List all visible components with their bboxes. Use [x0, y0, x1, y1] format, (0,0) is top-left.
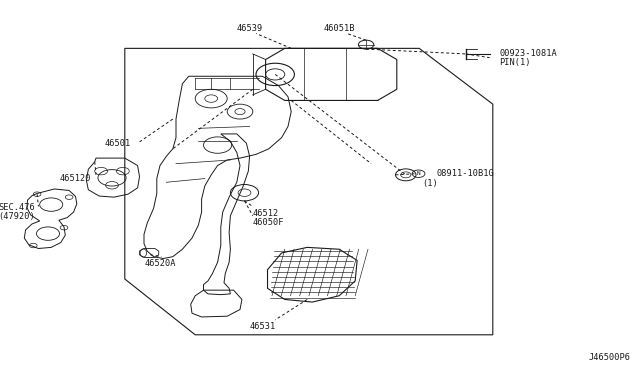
Text: 08911-10B1G: 08911-10B1G [436, 169, 494, 178]
Text: 00923-1081A: 00923-1081A [499, 49, 557, 58]
Text: 46531: 46531 [249, 322, 276, 331]
Text: 46539: 46539 [236, 25, 263, 33]
Text: (1): (1) [422, 179, 438, 187]
Text: 46520A: 46520A [144, 259, 176, 267]
Text: 46050F: 46050F [253, 218, 284, 227]
Text: 465120: 465120 [60, 174, 92, 183]
Text: SEC.476: SEC.476 [0, 203, 35, 212]
Text: 46051B: 46051B [323, 25, 355, 33]
Text: PIN(1): PIN(1) [499, 58, 531, 67]
Text: (47920): (47920) [0, 212, 35, 221]
Text: 46512: 46512 [253, 209, 279, 218]
Text: 46501: 46501 [105, 139, 131, 148]
Text: N: N [417, 171, 420, 176]
Text: J46500P6: J46500P6 [588, 353, 630, 362]
